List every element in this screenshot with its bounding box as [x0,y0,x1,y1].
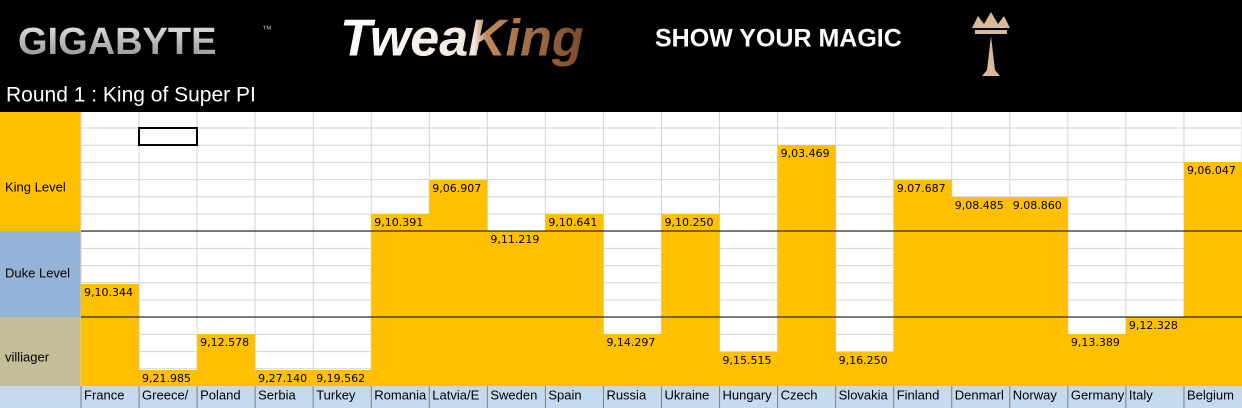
selected-cell[interactable] [138,127,198,146]
header-band [0,0,1242,112]
time-label: 9,10.391 [374,216,423,229]
time-label: 9,06.047 [1187,164,1236,177]
labels: King Level Duke Level villiager 9,10.344 Fra… [5,147,1236,408]
bar [1009,197,1068,386]
country-name: Ukraine [665,387,710,402]
level-label: villiager [5,349,50,364]
time-label: 9,27.140 [258,372,307,385]
time-label: 9,08.485 [955,199,1004,212]
country-name: Latvia/E [432,387,479,402]
time-label: 9,10.641 [548,216,597,229]
time-label: 9,11.219 [490,233,539,246]
crown-icon [972,12,1010,76]
level-label: King Level [5,179,66,194]
time-label: 9.08.860 [1013,199,1062,212]
bar [487,231,546,386]
time-label: 9,16.250 [839,354,888,367]
time-label: 9,21.985 [142,372,191,385]
event-logo: TweaKing [340,10,584,68]
bar [777,145,836,386]
round-title: Round 1 : King of Super PI [6,84,256,107]
country-name: Spain [548,387,581,402]
country-name: Greece/ [142,387,189,402]
brand: GIGABYTE [18,21,216,63]
bar [81,284,140,386]
bar [1067,334,1126,386]
time-label: 9,10.344 [84,286,133,299]
time-label: 9,19.562 [316,372,365,385]
bar [661,214,720,386]
time-label: 9,06.907 [432,182,481,195]
country-name: Hungary [723,387,773,402]
bar [371,214,430,386]
time-label: 9,15.515 [723,354,772,367]
country-name: Poland [200,387,240,402]
bar [719,352,778,386]
time-label: 9.07.687 [897,182,946,195]
bar [1125,317,1184,386]
country-name: Russia [606,387,647,402]
country-name: Sweden [490,387,537,402]
country-name: Finland [897,387,940,402]
time-label: 9,13.389 [1071,336,1120,349]
country-name: Germany [1071,387,1125,402]
country-name: Romania [374,387,427,402]
bar [1183,162,1242,386]
bar [545,214,604,386]
level-cell [0,112,81,231]
country-name: Slovakia [839,387,889,402]
time-label: 9,12.578 [200,336,249,349]
bars [81,145,1242,386]
country-name: Turkey [316,387,356,402]
bar [893,180,952,386]
name-row [0,386,1242,408]
time-label: 9,12.328 [1129,319,1178,332]
country-name: Belgium [1187,387,1234,402]
time-label: 9,10.250 [665,216,714,229]
bar [313,370,372,386]
bar [255,370,314,386]
level-label: Duke Level [5,265,70,280]
level-cell [0,317,81,386]
country-name: France [84,387,124,402]
time-label: 9,14.297 [606,336,655,349]
level-cell [0,231,81,317]
bar [139,370,198,386]
bar [429,180,488,386]
trademark: ™ [262,25,272,36]
country-name: Denmarl [955,387,1004,402]
country-name: Norway [1013,387,1058,402]
slogan: SHOW YOUR MAGIC [655,25,902,53]
bar [197,334,256,386]
bar [951,197,1010,386]
country-name: Czech [781,387,818,402]
country-name: Italy [1129,387,1153,402]
bar [835,352,894,386]
country-name: Serbia [258,387,296,402]
time-label: 9,03.469 [781,147,830,160]
bar [603,334,662,386]
